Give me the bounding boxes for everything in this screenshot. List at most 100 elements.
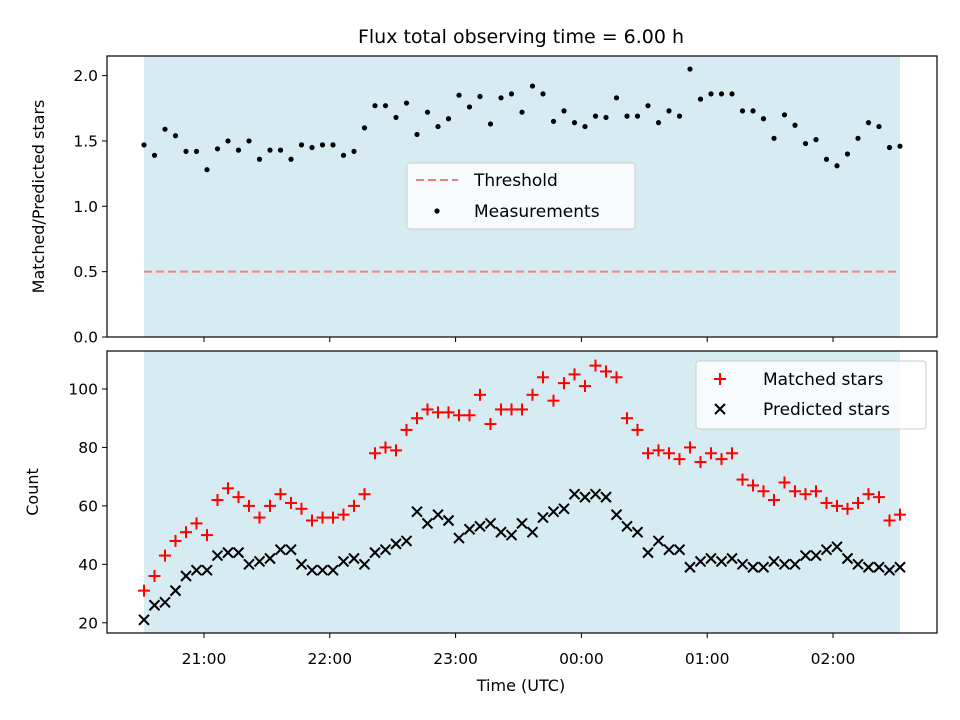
top-panel: Flux total observing time = 6.00 h 0.00.… xyxy=(29,26,938,347)
predicted-star-point xyxy=(474,520,486,533)
predicted-star-point xyxy=(274,544,287,556)
matched-star-point xyxy=(694,456,707,469)
matched-star-point xyxy=(190,517,203,530)
matched-star-point xyxy=(390,444,402,457)
predicted-star-point xyxy=(799,549,812,562)
matched-star-point xyxy=(820,496,833,509)
measurement-point xyxy=(256,156,263,162)
measurement-point xyxy=(424,109,431,115)
predicted-star-point xyxy=(820,544,833,556)
measurement-point xyxy=(298,142,305,148)
measurement-point xyxy=(876,123,882,130)
bottom-y-axis-label: Count xyxy=(23,468,42,516)
measurement-point xyxy=(172,133,179,139)
matched-star-point xyxy=(579,380,591,393)
predicted-star-point xyxy=(726,552,738,565)
predicted-star-point xyxy=(610,508,623,521)
predicted-star-point xyxy=(852,558,864,571)
measurement-point xyxy=(519,109,525,115)
measurement-point xyxy=(414,131,420,138)
matched-star-point xyxy=(253,511,266,524)
measurement-point xyxy=(834,163,840,169)
top-legend: Threshold Measurements xyxy=(406,162,636,230)
predicted-star-point xyxy=(232,546,245,559)
predicted-star-point xyxy=(306,564,318,576)
measurement-point xyxy=(729,91,735,97)
matched-star-point xyxy=(631,423,644,436)
legend-measurements-swatch xyxy=(434,208,440,214)
measurement-point xyxy=(897,143,903,149)
legend-matched-label: Matched stars xyxy=(763,370,883,390)
bottom-y-ticks: 20 40 60 80 100 xyxy=(68,380,107,632)
predicted-star-point xyxy=(841,552,854,565)
measurement-point xyxy=(571,120,578,126)
measurement-point xyxy=(193,148,200,155)
matched-star-point xyxy=(222,482,234,495)
predicted-star-point xyxy=(463,523,476,535)
matched-star-point xyxy=(831,499,843,512)
predicted-star-point xyxy=(390,538,402,550)
measurement-point xyxy=(456,92,462,98)
predicted-star-point xyxy=(831,541,843,553)
y-tick-label: 60 xyxy=(78,497,98,515)
measurement-point xyxy=(372,103,378,109)
matched-star-point xyxy=(327,511,339,524)
predicted-star-point xyxy=(190,564,203,576)
measurement-point xyxy=(739,108,746,114)
matched-star-point xyxy=(316,511,329,524)
measurement-point xyxy=(351,148,357,155)
predicted-star-point xyxy=(484,517,497,530)
x-tick-label: 21:00 xyxy=(182,650,227,668)
measurement-point xyxy=(435,123,441,130)
predicted-star-point xyxy=(432,508,444,521)
measurement-point xyxy=(624,113,630,119)
matched-star-point xyxy=(757,485,770,498)
matched-star-point xyxy=(705,447,717,460)
predicted-star-point xyxy=(684,561,696,573)
measurement-point xyxy=(582,123,588,130)
measurement-point xyxy=(792,122,798,128)
measurement-point xyxy=(645,103,651,109)
measurement-point xyxy=(151,152,158,158)
matched-star-point xyxy=(148,570,161,583)
measurement-point xyxy=(718,91,725,97)
predicted-star-point xyxy=(348,552,360,565)
x-tick-label: 02:00 xyxy=(811,650,856,668)
matched-star-point xyxy=(799,488,812,501)
measurement-point xyxy=(592,113,599,119)
predicted-star-point xyxy=(148,599,161,611)
predicted-star-point xyxy=(421,517,434,530)
matched-star-point xyxy=(505,403,518,416)
matched-star-point xyxy=(568,368,581,381)
predicted-star-point xyxy=(621,520,633,533)
bottom-panel: 20 40 60 80 100 21:00 22:00 23:00 00:00 01:00 02:… xyxy=(23,350,938,695)
top-x-ticks xyxy=(203,337,834,342)
measurement-point xyxy=(813,137,819,143)
predicted-star-point xyxy=(379,544,392,556)
measurement-point xyxy=(802,140,809,147)
matched-star-point xyxy=(432,406,444,419)
bottom-x-ticks: 21:00 22:00 23:00 00:00 01:00 02:00 xyxy=(182,633,856,668)
matched-star-point xyxy=(652,444,665,457)
predicted-star-point xyxy=(264,552,276,565)
predicted-star-point xyxy=(810,549,822,562)
predicted-star-point xyxy=(327,564,339,576)
predicted-star-point xyxy=(894,561,906,573)
y-tick-label: 1.0 xyxy=(73,198,98,216)
measurement-point xyxy=(141,142,147,148)
measurement-point xyxy=(183,148,189,155)
predicted-star-point xyxy=(883,564,896,576)
matched-star-point xyxy=(295,502,308,515)
predicted-star-point xyxy=(253,555,266,568)
matched-star-point xyxy=(642,447,654,460)
y-tick-label: 40 xyxy=(78,556,98,574)
x-tick-label: 00:00 xyxy=(559,650,604,668)
matched-star-point xyxy=(453,409,465,422)
measurement-point xyxy=(603,114,609,121)
matched-star-point xyxy=(211,494,224,507)
measurement-point xyxy=(330,142,336,148)
matched-star-point xyxy=(274,488,287,501)
matched-star-point xyxy=(421,403,434,416)
matched-stars-points xyxy=(138,359,906,597)
measurement-point xyxy=(267,147,273,153)
